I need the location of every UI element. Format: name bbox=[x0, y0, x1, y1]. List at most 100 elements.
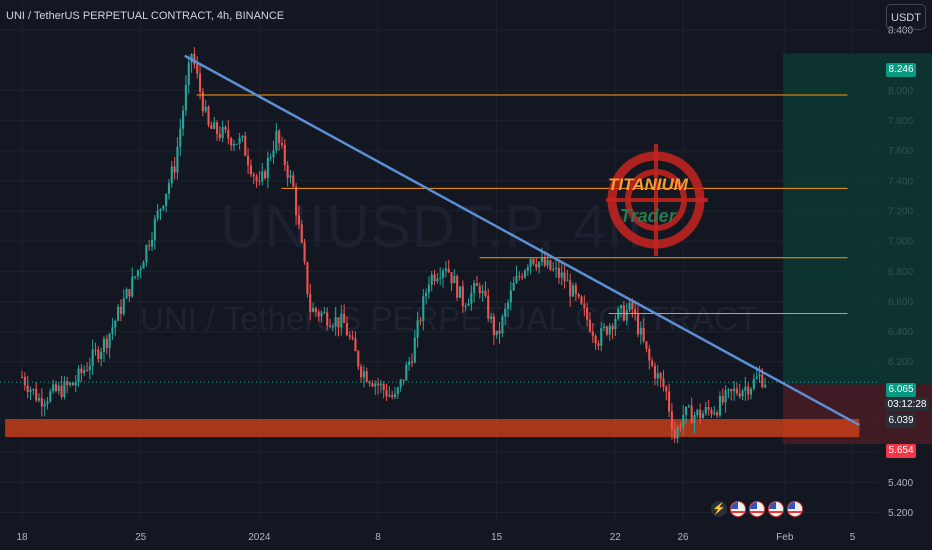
us-flag-icon[interactable] bbox=[787, 501, 803, 517]
candle-body bbox=[343, 313, 346, 323]
candle-body bbox=[77, 368, 80, 383]
candle-body bbox=[215, 122, 219, 134]
candle-body bbox=[538, 261, 541, 268]
candle-body bbox=[232, 143, 236, 146]
candle-body bbox=[625, 310, 628, 321]
candle-body bbox=[512, 282, 515, 291]
candle-body bbox=[444, 268, 447, 271]
candle-body bbox=[591, 331, 594, 336]
candle-body bbox=[289, 175, 292, 178]
candle-body bbox=[506, 302, 510, 309]
candle-body bbox=[461, 286, 464, 307]
candle-body bbox=[707, 407, 710, 410]
candle-body bbox=[80, 368, 83, 374]
candle-body bbox=[716, 412, 719, 416]
candle-body bbox=[280, 143, 284, 146]
candle-body bbox=[142, 262, 145, 269]
titanium-trader-logo: TITANIUM Trader bbox=[604, 138, 718, 267]
candle-body bbox=[608, 325, 611, 335]
candle-body bbox=[37, 398, 41, 401]
candle-body bbox=[673, 429, 676, 439]
us-flag-icon[interactable] bbox=[768, 501, 784, 517]
candle-body bbox=[693, 415, 696, 424]
candle-body bbox=[263, 171, 267, 179]
candle-body bbox=[63, 381, 66, 397]
candle-body bbox=[546, 260, 549, 266]
candle-body bbox=[405, 365, 408, 381]
chart-title: UNI / TetherUS PERPETUAL CONTRACT, 4h, B… bbox=[6, 10, 285, 22]
candle-body bbox=[133, 276, 137, 278]
lightning-icon[interactable]: ⚡ bbox=[711, 501, 727, 517]
candle-body bbox=[224, 127, 227, 130]
candle-body bbox=[221, 127, 224, 138]
candle-body bbox=[159, 209, 162, 211]
candle-body bbox=[153, 218, 156, 240]
candle-body bbox=[20, 376, 24, 378]
candle-body bbox=[272, 150, 275, 158]
candle-body bbox=[603, 326, 606, 328]
us-flag-icon[interactable] bbox=[749, 501, 765, 517]
candle-body bbox=[679, 427, 682, 429]
candle-body bbox=[433, 274, 436, 282]
candle-body bbox=[478, 285, 481, 294]
candle-body bbox=[391, 395, 394, 398]
candle-body bbox=[642, 327, 645, 342]
candle-body bbox=[204, 106, 207, 112]
candle-body bbox=[145, 245, 148, 263]
y-tick-label: 5.200 bbox=[888, 508, 913, 519]
candle-body bbox=[32, 389, 35, 391]
candle-body bbox=[105, 338, 108, 349]
candle-body bbox=[659, 373, 662, 379]
candle-body bbox=[634, 309, 637, 314]
candle-body bbox=[733, 388, 736, 392]
candle-body bbox=[628, 302, 631, 311]
candle-body bbox=[207, 106, 210, 125]
x-tick-label: 18 bbox=[16, 532, 28, 543]
candle-body bbox=[173, 166, 176, 173]
current-price-badge: 6.039 bbox=[886, 414, 916, 428]
candle-body bbox=[201, 91, 204, 112]
candle-body bbox=[357, 351, 360, 367]
candle-body bbox=[303, 242, 306, 263]
candle-body bbox=[566, 280, 569, 282]
candle-body bbox=[605, 326, 608, 335]
candle-body bbox=[292, 175, 295, 187]
candle-body bbox=[252, 174, 255, 177]
candle-body bbox=[574, 285, 577, 294]
candle-body bbox=[300, 224, 303, 243]
x-tick-label: Feb bbox=[776, 532, 794, 543]
bar-countdown: 03:12:28 bbox=[885, 398, 929, 411]
candle-body bbox=[614, 319, 617, 330]
candle-body bbox=[249, 165, 252, 175]
candle-body bbox=[586, 307, 589, 320]
candle-body bbox=[399, 379, 402, 388]
candle-body bbox=[35, 389, 38, 401]
candle-body bbox=[501, 316, 504, 334]
candle-body bbox=[179, 128, 182, 147]
logo-word-titanium: TITANIUM bbox=[608, 175, 689, 194]
candle-body bbox=[588, 319, 592, 332]
candle-body bbox=[704, 407, 707, 414]
candle-body bbox=[235, 143, 238, 145]
candle-body bbox=[410, 361, 414, 363]
candle-body bbox=[238, 137, 241, 144]
candle-body bbox=[345, 322, 349, 336]
candle-body bbox=[549, 260, 552, 270]
candle-body bbox=[684, 406, 688, 416]
candle-body bbox=[269, 157, 272, 159]
candle-body bbox=[653, 365, 657, 379]
candle-body bbox=[198, 73, 202, 92]
candle-body bbox=[49, 391, 52, 402]
candle-body bbox=[88, 365, 91, 371]
candle-body bbox=[487, 295, 490, 319]
us-flag-icon[interactable] bbox=[730, 501, 746, 517]
candle-body bbox=[458, 286, 462, 298]
candle-body bbox=[54, 384, 58, 392]
candle-body bbox=[69, 382, 72, 385]
candle-body bbox=[306, 262, 309, 294]
candle-body bbox=[170, 166, 173, 184]
currency-button[interactable]: USDT bbox=[886, 4, 926, 30]
candle-body bbox=[278, 130, 281, 144]
